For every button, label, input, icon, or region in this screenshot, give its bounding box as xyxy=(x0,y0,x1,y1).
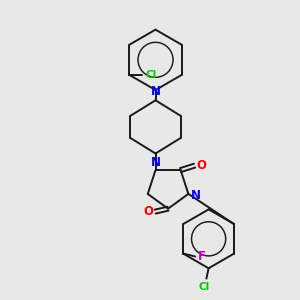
Text: O: O xyxy=(196,159,206,172)
Text: O: O xyxy=(144,205,154,218)
Text: N: N xyxy=(151,85,160,98)
Text: F: F xyxy=(198,250,206,263)
Text: Cl: Cl xyxy=(146,70,157,80)
Text: N: N xyxy=(151,156,160,169)
Text: Cl: Cl xyxy=(199,282,210,292)
Text: N: N xyxy=(190,189,201,202)
